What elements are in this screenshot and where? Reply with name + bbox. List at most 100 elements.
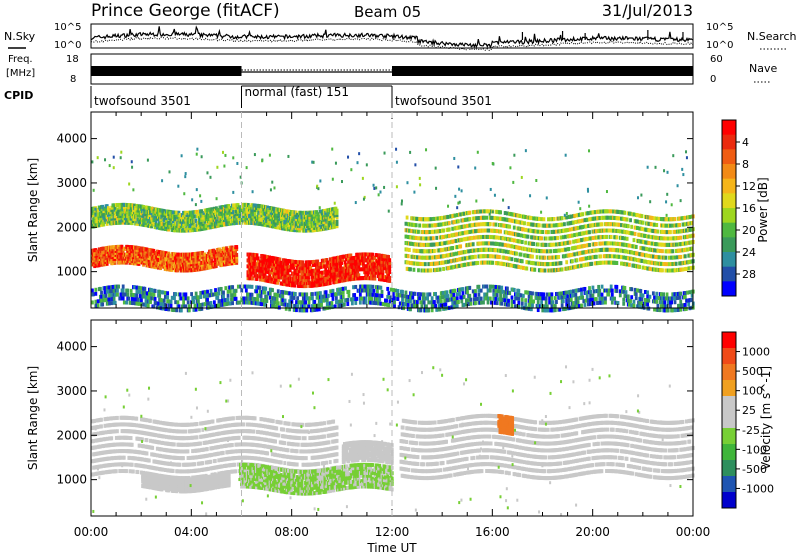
power-cell — [259, 219, 263, 224]
power-cell — [110, 293, 114, 298]
power-cell — [219, 218, 223, 223]
power-cell — [102, 211, 106, 216]
power-cell — [582, 231, 586, 236]
power-cell — [293, 228, 297, 233]
power-cell — [568, 227, 572, 232]
power-cell — [527, 260, 531, 265]
power-cell — [563, 222, 566, 227]
power-cell — [456, 219, 460, 224]
power-cell — [355, 273, 358, 278]
power-cell — [557, 255, 561, 260]
power-cell — [167, 225, 171, 230]
power-cell — [544, 242, 548, 247]
power-cell — [373, 255, 377, 260]
power-cell — [388, 261, 392, 266]
power-cell — [279, 260, 283, 265]
power-cell — [655, 216, 659, 221]
power-cell — [333, 271, 337, 276]
power-cell — [455, 257, 459, 262]
power-cell — [495, 216, 499, 221]
power-cell — [683, 222, 687, 227]
power-cell — [285, 211, 289, 216]
power-cell — [360, 255, 364, 260]
power-cell — [521, 227, 525, 232]
power-cell — [116, 211, 119, 216]
power-cell — [446, 214, 450, 219]
power-cell — [223, 220, 226, 225]
power-cell — [195, 209, 199, 214]
power-cell — [616, 229, 620, 234]
power-cell — [685, 266, 688, 271]
power-cell — [342, 254, 346, 259]
power-cell — [472, 235, 476, 240]
power-data — [91, 147, 695, 313]
power-cell — [301, 260, 305, 265]
power-cell — [540, 236, 544, 241]
power-cell — [308, 217, 312, 222]
freq-tick-bottom: 8 — [70, 74, 76, 85]
power-cell — [277, 272, 281, 277]
power-cell — [495, 229, 499, 234]
power-cell — [362, 264, 365, 269]
power-cell — [213, 208, 217, 213]
power-cell — [110, 301, 114, 306]
power-cell — [607, 241, 611, 246]
power-cell — [139, 206, 143, 211]
power-cell — [318, 222, 322, 227]
power-cell — [164, 218, 168, 223]
power-cell — [283, 276, 286, 281]
power-cell — [152, 222, 156, 227]
power-cell — [328, 278, 332, 283]
power-cell — [674, 261, 678, 266]
power-cell — [312, 259, 316, 264]
power-cell — [155, 223, 159, 228]
power-cell — [499, 210, 502, 215]
power-cell — [108, 297, 111, 302]
power-cell — [316, 212, 320, 217]
power-cell — [421, 255, 425, 260]
power-cell — [122, 207, 126, 212]
power-cell — [626, 224, 630, 229]
power-cell — [388, 270, 392, 275]
power-cell — [671, 262, 675, 267]
power-cell — [490, 254, 493, 259]
power-cell — [542, 249, 546, 254]
power-cell — [686, 247, 689, 252]
power-cell — [162, 209, 166, 214]
power-cell — [289, 220, 292, 225]
power-cell — [683, 254, 687, 259]
power-cell — [633, 231, 637, 236]
power-cell — [339, 264, 342, 269]
power-cell — [179, 219, 183, 224]
power-cell — [312, 214, 316, 219]
power-cell — [651, 254, 655, 259]
power-cell — [301, 281, 305, 286]
power-cell — [230, 205, 234, 210]
power-cell — [258, 213, 262, 218]
power-cell — [294, 262, 298, 267]
power-cell — [322, 258, 325, 263]
power-cell — [214, 263, 218, 268]
power-cell — [280, 272, 284, 277]
noise-panel: N.Sky 10^5 10^0 10^5 10^0 N.Search — [4, 22, 797, 52]
power-cell — [304, 228, 308, 233]
power-cell — [650, 215, 654, 220]
power-cell — [298, 228, 301, 233]
power-cell — [348, 265, 352, 270]
power-cell — [615, 260, 619, 265]
power-cell — [560, 267, 564, 272]
power-cell — [282, 224, 285, 229]
power-cell — [106, 212, 110, 217]
power-cell — [164, 216, 168, 221]
power-cell — [450, 259, 453, 264]
power-cell — [251, 264, 254, 269]
power-cell — [356, 252, 360, 257]
power-cell — [121, 296, 125, 301]
noise-tick-top-right: 10^5 — [706, 22, 733, 33]
noise-frame — [90, 23, 694, 49]
power-cell — [357, 261, 361, 266]
power-cell — [633, 257, 637, 262]
power-cell — [276, 225, 280, 230]
